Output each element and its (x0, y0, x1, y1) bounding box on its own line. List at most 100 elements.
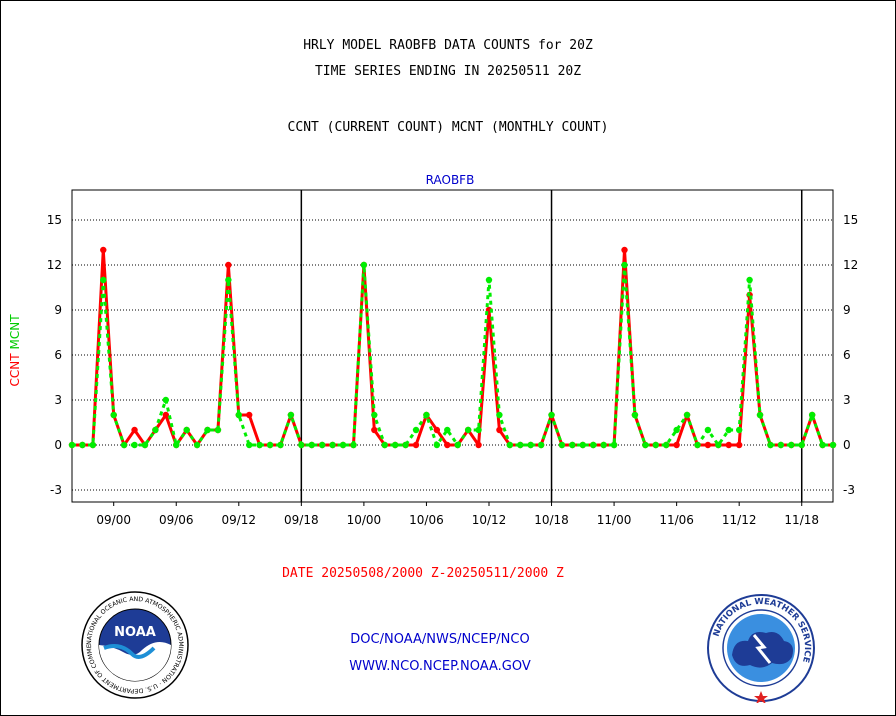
data-point-mcnt (631, 411, 639, 419)
data-point-mcnt (329, 441, 336, 449)
data-point-mcnt (704, 426, 712, 434)
y-tick-label-left: 15 (47, 213, 62, 227)
x-tick-label: 11/00 (597, 513, 632, 527)
data-point-mcnt (287, 411, 295, 419)
data-point-mcnt (318, 441, 326, 449)
plot-title: RAOBFB (426, 173, 475, 187)
x-tick-label: 09/00 (96, 513, 131, 527)
data-point-mcnt (173, 441, 180, 449)
y-tick-label-left: 0 (54, 438, 62, 452)
x-tick-label: 09/12 (221, 513, 256, 527)
data-point-mcnt (548, 411, 555, 419)
x-tick-label: 10/00 (347, 513, 382, 527)
data-point-ccnt (100, 246, 107, 254)
data-point-mcnt (537, 441, 545, 449)
data-point-ccnt (496, 426, 503, 434)
data-point-mcnt (100, 276, 107, 284)
chart-title-line-2: TIME SERIES ENDING IN 20250511 20Z (314, 64, 582, 79)
data-point-mcnt (110, 411, 117, 419)
data-point-mcnt (391, 441, 399, 449)
data-point-mcnt (715, 441, 722, 449)
data-point-mcnt (673, 426, 680, 434)
data-point-mcnt (777, 441, 785, 449)
y-tick-label-right: 12 (843, 258, 858, 272)
data-point-mcnt (433, 441, 441, 449)
data-point-mcnt (193, 441, 201, 449)
y-tick-label-right: 3 (843, 393, 851, 407)
data-point-mcnt (527, 441, 534, 449)
y-tick-label-left: 6 (54, 348, 62, 362)
data-point-ccnt (725, 441, 732, 449)
data-point-mcnt (621, 261, 628, 269)
website-link[interactable]: WWW.NCO.NCEP.NOAA.GOV (349, 659, 531, 674)
data-point-mcnt (183, 426, 190, 434)
data-point-ccnt (371, 426, 378, 434)
noaa-logo: NATIONAL OCEANIC AND ATMOSPHERIC ADMINIS… (78, 585, 190, 700)
data-point-mcnt (517, 441, 524, 449)
data-point-mcnt (485, 276, 493, 284)
data-point-mcnt (120, 441, 128, 449)
data-point-mcnt (579, 441, 587, 449)
data-point-mcnt (475, 426, 482, 434)
data-point-ccnt (673, 441, 680, 449)
x-tick-label: 11/18 (784, 513, 819, 527)
data-point-mcnt (277, 441, 284, 449)
data-point-mcnt (496, 411, 503, 419)
data-point-mcnt (683, 411, 691, 419)
data-point-mcnt (819, 441, 826, 449)
data-point-mcnt (652, 441, 659, 449)
y-axis-label-ccnt: CCNT (8, 353, 22, 387)
data-point-mcnt (642, 441, 649, 449)
x-tick-label: 09/06 (159, 513, 194, 527)
data-point-mcnt (79, 441, 86, 449)
y-tick-label-right: 15 (843, 213, 858, 227)
data-point-mcnt (454, 441, 461, 449)
data-point-mcnt (246, 441, 253, 449)
data-point-ccnt (475, 441, 482, 449)
data-point-mcnt (600, 441, 607, 449)
data-point-mcnt (829, 441, 837, 449)
data-point-mcnt (298, 441, 305, 449)
x-tick-label: 10/06 (409, 513, 444, 527)
data-point-mcnt (360, 261, 368, 269)
y-tick-label-left: -3 (50, 483, 62, 497)
nws-logo: NATIONAL WEATHER SERVICE (706, 593, 816, 704)
x-tick-label: 09/18 (284, 513, 319, 527)
y-tick-label-right: 9 (843, 303, 851, 317)
plot-border (71, 189, 834, 503)
data-point-mcnt (788, 441, 795, 449)
y-axis-label-mcnt: MCNT (8, 314, 22, 350)
date-range-label: DATE 20250508/2000 Z-20250511/2000 Z (282, 566, 564, 581)
noaa-logo-text: NOAA (114, 625, 156, 640)
y-tick-label-right: 6 (843, 348, 851, 362)
data-point-mcnt (141, 441, 149, 449)
data-point-ccnt (225, 261, 232, 269)
data-point-ccnt (704, 441, 712, 449)
chart-subtitle: CCNT (CURRENT COUNT) MCNT (MONTHLY COUNT… (287, 120, 609, 135)
data-point-mcnt (756, 411, 764, 419)
data-point-mcnt (423, 411, 430, 419)
data-point-mcnt (694, 441, 701, 449)
data-point-mcnt (204, 426, 211, 434)
data-point-ccnt (246, 411, 253, 419)
data-point-mcnt (558, 441, 566, 449)
data-point-mcnt (235, 411, 242, 419)
data-point-mcnt (225, 276, 232, 284)
x-tick-label: 10/12 (472, 513, 507, 527)
data-point-mcnt (131, 441, 138, 449)
y-tick-label-left: 12 (47, 258, 62, 272)
x-tick-label: 10/18 (534, 513, 569, 527)
chart-title-line-1: HRLY MODEL RAOBFB DATA COUNTS for 20Z (303, 38, 593, 53)
data-point-mcnt (339, 441, 347, 449)
y-tick-label-right: -3 (843, 483, 855, 497)
y-axis-label: CCNT MCNT (8, 314, 22, 387)
data-point-mcnt (464, 426, 472, 434)
org-path-text: DOC/NOAA/NWS/NCEP/NCO (350, 632, 530, 647)
data-point-mcnt (371, 411, 378, 419)
data-point-mcnt (152, 426, 159, 434)
y-tick-label-left: 9 (54, 303, 62, 317)
data-point-mcnt (402, 441, 409, 449)
data-point-mcnt (162, 396, 170, 404)
data-point-mcnt (735, 426, 743, 434)
